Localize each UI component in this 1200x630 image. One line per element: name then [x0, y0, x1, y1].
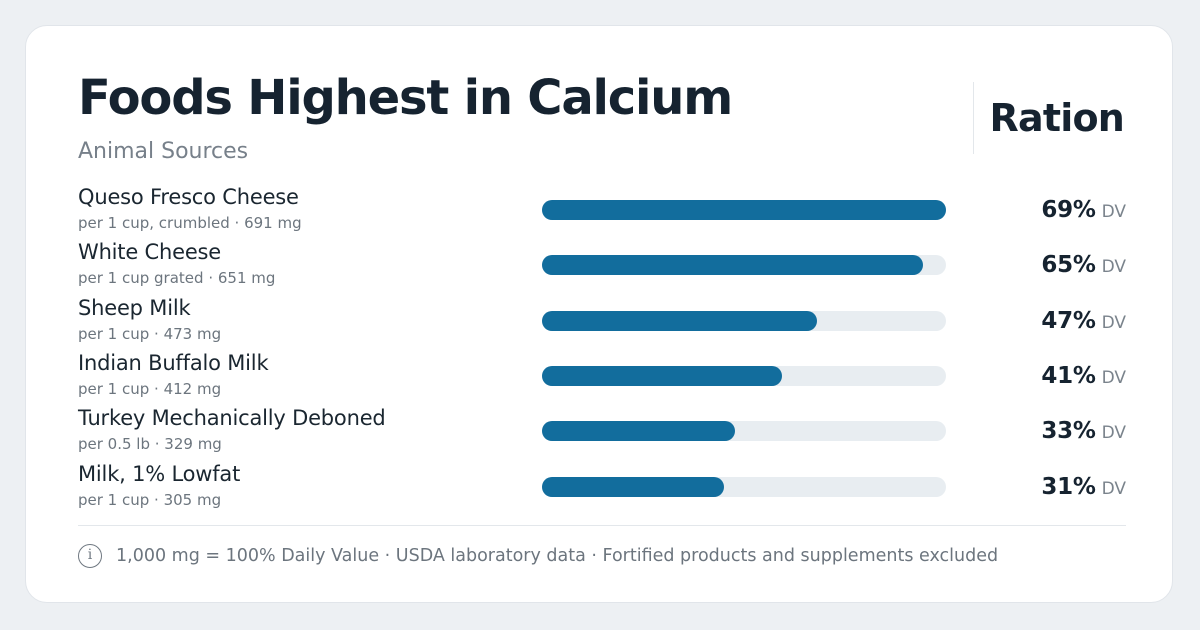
bar-track [542, 421, 946, 442]
bar-fill [542, 476, 724, 497]
chart-row: Indian Buffalo Milk per 1 cup · 412 mg 41%… [78, 350, 1126, 402]
food-name: Sheep Milk [78, 295, 191, 320]
bar-fill [542, 310, 818, 331]
dv-unit: DV [1101, 478, 1126, 499]
food-name: White Cheese [78, 240, 222, 265]
dv-value-label: 69% [1041, 197, 1096, 223]
chart-row: Sheep Milk per 1 cup · 473 mg 47% DV [78, 295, 1126, 347]
calcium-card: Foods Highest in Calcium Animal Sources … [25, 25, 1173, 603]
dv-percent: 41% DV [1041, 363, 1126, 389]
serving-info: per 1 cup · 473 mg [78, 324, 222, 343]
dv-percent: 69% DV [1041, 197, 1126, 223]
header-divider [973, 82, 974, 154]
serving-info: per 1 cup · 305 mg [78, 490, 222, 509]
food-name: Milk, 1% Lowfat [78, 461, 241, 486]
bar-fill [542, 421, 736, 442]
dv-unit: DV [1101, 257, 1126, 278]
dv-value-label: 47% [1041, 307, 1096, 334]
dv-unit: DV [1101, 312, 1126, 333]
dv-unit: DV [1101, 367, 1126, 388]
bar-track [542, 365, 946, 386]
dv-percent: 31% DV [1041, 474, 1126, 500]
dv-percent: 33% DV [1041, 418, 1126, 444]
chart-title: Foods Highest in Calcium [78, 70, 733, 126]
chart-row: Milk, 1% Lowfat per 1 cup · 305 mg 31% DV [78, 461, 1126, 513]
bar-track [542, 200, 946, 220]
chart-row: White Cheese per 1 cup grated · 651 mg 65%… [78, 240, 1126, 291]
brand-logo: Ration [989, 96, 1125, 140]
chart-subtitle: Animal Sources [78, 139, 249, 164]
bar-fill [542, 200, 946, 220]
chart-row: Turkey Mechanically Deboned per 0.5 lb · … [78, 406, 1126, 457]
serving-info: per 1 cup grated · 651 mg [78, 269, 276, 288]
serving-info: per 1 cup, crumbled · 691 mg [78, 214, 302, 232]
dv-value-label: 65% [1041, 252, 1096, 279]
dv-percent: 65% DV [1041, 252, 1126, 278]
chart-row: Queso Fresco Cheese per 1 cup, crumbled ·… [78, 185, 1126, 236]
footer-text: 1,000 mg = 100% Daily Value · USDA labor… [116, 546, 999, 566]
food-name: Turkey Mechanically Deboned [78, 406, 386, 431]
food-name: Queso Fresco Cheese [78, 185, 299, 209]
dv-value-label: 33% [1041, 418, 1096, 445]
bar-fill [542, 365, 783, 386]
food-name: Indian Buffalo Milk [78, 350, 269, 375]
bar-fill [542, 255, 923, 276]
bar-track [542, 255, 946, 276]
dv-value-label: 31% [1041, 473, 1096, 500]
dv-unit: DV [1101, 202, 1126, 222]
info-icon: i [78, 544, 102, 568]
bar-track [542, 310, 946, 331]
serving-info: per 0.5 lb · 329 mg [78, 435, 222, 454]
footer-divider [78, 525, 1126, 526]
dv-percent: 47% DV [1041, 308, 1126, 334]
serving-info: per 1 cup · 412 mg [78, 379, 222, 398]
dv-value-label: 41% [1041, 362, 1096, 389]
dv-unit: DV [1101, 423, 1126, 444]
bar-track [542, 476, 946, 497]
